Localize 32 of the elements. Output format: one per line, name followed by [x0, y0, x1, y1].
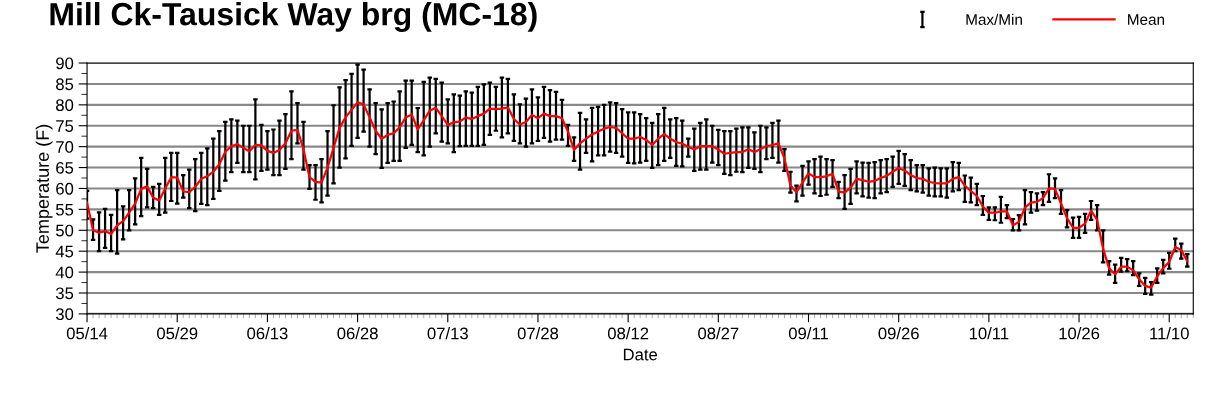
- x-tick-label: 07/13: [427, 327, 468, 340]
- x-tick-label: 09/11: [788, 327, 828, 340]
- y-tick-label: 30: [55, 308, 74, 321]
- y-tick-label: 45: [55, 245, 74, 258]
- x-tick-label: 09/26: [878, 327, 919, 340]
- x-tick-label: 10/26: [1059, 327, 1100, 340]
- x-tick-label: 08/12: [607, 327, 649, 340]
- x-tick-label: 05/29: [157, 327, 198, 340]
- x-tick-label: 11/10: [1150, 327, 1189, 340]
- text: Max/Min: [966, 13, 1022, 25]
- x-tick-label: 06/13: [247, 327, 288, 340]
- y-tick-label: 60: [56, 182, 74, 195]
- y-tick-label: 70: [56, 141, 74, 153]
- y-tick-label: 35: [55, 287, 74, 300]
- x-tick-label: 08/27: [698, 327, 739, 340]
- y-tick-label: 90: [56, 57, 74, 70]
- x-axis-title: Date: [623, 348, 658, 361]
- y-tick-label: 65: [56, 161, 74, 174]
- y-tick-label: 40: [55, 266, 74, 279]
- y-tick-label: 50: [55, 224, 74, 237]
- chart-title: Mill Ck-Tausick Way brg (MC-18): [50, 2, 537, 32]
- x-tick-label: 07/28: [517, 327, 559, 340]
- x-tick-label: 06/28: [337, 327, 378, 340]
- y-tick-label: 55: [55, 203, 74, 216]
- y-axis-title: Temperature (F): [35, 124, 53, 253]
- x-tick-label: 10/11: [969, 327, 1009, 340]
- legend-label: Mean: [1128, 14, 1165, 25]
- y-tick-label: 85: [56, 78, 74, 91]
- line-series: [87, 101, 1189, 289]
- y-tick-label: 75: [56, 120, 74, 132]
- y-tick-label: 80: [56, 99, 74, 112]
- x-tick-label: 05/14: [66, 327, 108, 340]
